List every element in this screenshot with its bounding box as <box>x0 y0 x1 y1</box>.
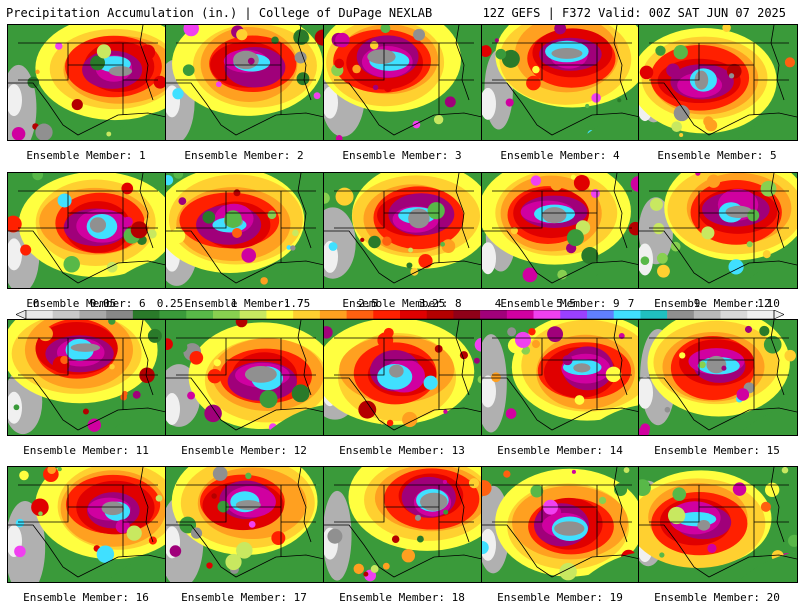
colorbar-swatch <box>613 310 641 319</box>
map-title: Precipitation Accumulation (in.) | Colle… <box>6 6 433 20</box>
ensemble-member-map <box>7 319 167 436</box>
colorbar-swatch <box>587 310 615 319</box>
colorbar-swatch <box>426 310 454 319</box>
colorbar-swatch <box>213 310 241 319</box>
colorbar-swatch <box>560 310 588 319</box>
ensemble-member-caption: Ensemble Member: 3 <box>342 149 462 162</box>
ensemble-member-caption: Ensemble Member: 12 <box>181 444 307 457</box>
ensemble-member-caption: Ensemble Member: 8 <box>342 297 462 310</box>
colorbar-swatch <box>506 310 534 319</box>
ensemble-member-map <box>638 319 798 436</box>
ensemble-member-caption: Ensemble Member: 14 <box>497 444 623 457</box>
ensemble-member-caption: Ensemble Member: 18 <box>339 591 465 604</box>
colorbar-swatch <box>26 310 54 319</box>
ensemble-member-map <box>165 319 325 436</box>
ensemble-member-map <box>165 466 325 583</box>
ensemble-member-caption: Ensemble Member: 7 <box>184 297 304 310</box>
ensemble-member-caption: Ensemble Member: 5 <box>657 149 777 162</box>
ensemble-member-map <box>323 24 483 141</box>
ensemble-member-map <box>481 319 641 436</box>
ensemble-member-map <box>165 172 325 289</box>
colorbar-swatch <box>132 310 160 319</box>
colorbar-swatch <box>346 310 374 319</box>
ensemble-member-map <box>481 24 641 141</box>
ensemble-member-map <box>7 24 167 141</box>
colorbar-tick-label: 3.25 <box>418 297 446 310</box>
colorbar-swatch <box>453 310 481 319</box>
ensemble-member-caption: Ensemble Member: 13 <box>339 444 465 457</box>
ensemble-member-caption: Ensemble Member: 19 <box>497 591 623 604</box>
ensemble-member-map <box>323 466 483 583</box>
colorbar-swatch <box>533 310 561 319</box>
colorbar-swatch <box>186 310 214 319</box>
colorbar-swatch <box>720 310 748 319</box>
ensemble-member-caption: Ensemble Member: 1 <box>26 149 146 162</box>
colorbar-swatch <box>667 310 695 319</box>
colorbar-labels: 0 0.05 0.25 1 1.75 2.5 3.25 4 5.5 7 9 12 <box>0 297 800 310</box>
ensemble-member-caption: Ensemble Member: 2 <box>184 149 304 162</box>
colorbar-swatch <box>52 310 80 319</box>
colorbar-swatch <box>640 310 668 319</box>
ensemble-member-map <box>7 466 167 583</box>
colorbar-tick-label: 0 <box>32 297 40 310</box>
ensemble-member-caption: Ensemble Member: 9 <box>500 297 620 310</box>
ensemble-member-map <box>638 172 798 289</box>
precipitation-colorbar <box>16 310 784 319</box>
colorbar-right-arrow <box>773 310 784 319</box>
ensemble-member-caption: Ensemble Member: 16 <box>23 591 149 604</box>
colorbar-tick-label: 5.5 <box>556 297 576 310</box>
colorbar-tick-label: 4 <box>494 297 502 310</box>
colorbar-swatch <box>319 310 347 319</box>
colorbar-swatch <box>693 310 721 319</box>
colorbar-tick-label: 7 <box>627 297 635 310</box>
colorbar-tick-label: 2.5 <box>358 297 378 310</box>
colorbar-swatch <box>480 310 508 319</box>
ensemble-member-caption: Ensemble Member: 15 <box>654 444 780 457</box>
colorbar-tick-label: 12 <box>757 297 771 310</box>
ensemble-member-map <box>165 24 325 141</box>
colorbar-left-arrow <box>16 310 27 319</box>
colorbar-swatch <box>79 310 107 319</box>
model-run-label: 12Z GEFS | F372 Valid: 00Z SAT JUN 07 20… <box>482 6 786 20</box>
ensemble-member-map <box>323 172 483 289</box>
ensemble-member-caption: Ensemble Member: 17 <box>181 591 307 604</box>
colorbar-swatch <box>373 310 401 319</box>
ensemble-member-map <box>638 466 798 583</box>
ensemble-member-caption: Ensemble Member: 10 <box>654 297 780 310</box>
ensemble-member-caption: Ensemble Member: 20 <box>654 591 780 604</box>
ensemble-member-map <box>7 172 167 289</box>
ensemble-member-map <box>638 24 798 141</box>
colorbar-tick-label: 1.75 <box>283 297 311 310</box>
colorbar-swatch <box>239 310 267 319</box>
colorbar-tick-label: 1 <box>230 297 238 310</box>
ensemble-member-caption: Ensemble Member: 11 <box>23 444 149 457</box>
ensemble-member-map <box>323 319 483 436</box>
colorbar-tick-label: 0.25 <box>156 297 184 310</box>
ensemble-member-map <box>481 466 641 583</box>
colorbar-tick-label: 0.05 <box>89 297 117 310</box>
colorbar-tick-label: 9 <box>693 297 701 310</box>
ensemble-member-map <box>481 172 641 289</box>
colorbar-swatch <box>293 310 321 319</box>
ensemble-member-caption: Ensemble Member: 4 <box>500 149 620 162</box>
ensemble-member-caption: Ensemble Member: 6 <box>26 297 146 310</box>
colorbar-swatch <box>400 310 428 319</box>
colorbar-swatch <box>159 310 187 319</box>
colorbar-swatch <box>266 310 294 319</box>
colorbar-swatch <box>106 310 134 319</box>
colorbar-swatch <box>747 310 775 319</box>
